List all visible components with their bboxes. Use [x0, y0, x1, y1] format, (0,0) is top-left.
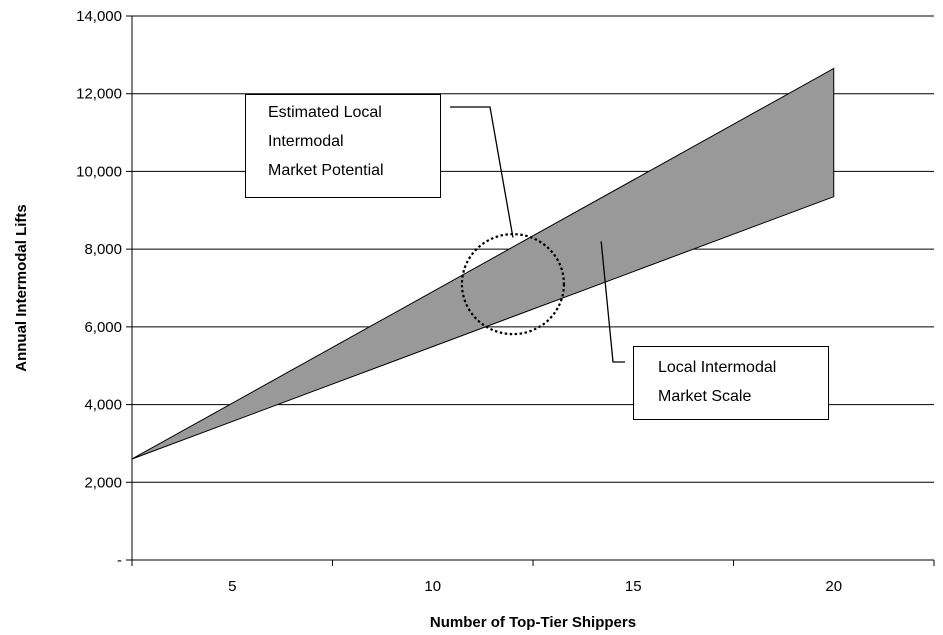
callout-text-line: Market Potential — [268, 162, 384, 179]
callout-market-potential: Estimated Local Intermodal Market Potent… — [245, 94, 441, 198]
area-band — [131, 67, 835, 460]
y-tick-label: 8,000 — [84, 241, 122, 258]
annotations — [450, 106, 625, 363]
callout-text-line: Market Scale — [658, 388, 752, 405]
y-tick-label: 12,000 — [76, 86, 122, 103]
y-tick-label: 10,000 — [76, 163, 122, 180]
callout-market-scale: Local Intermodal Market Scale — [633, 346, 829, 420]
area-band-polygon — [131, 67, 835, 460]
callout-text-line: Estimated Local — [268, 104, 382, 121]
y-tick-label: 14,000 — [76, 8, 122, 25]
y-tick-label: 4,000 — [84, 397, 122, 414]
y-tick-label: - — [117, 552, 122, 569]
tick-labels: - 2,000 4,000 6,000 8,000 10,000 12,000 14,000 5… — [76, 8, 842, 595]
x-tick-label: 5 — [228, 578, 236, 595]
x-tick-label: 15 — [625, 578, 642, 595]
leader-line-market-potential — [450, 106, 514, 238]
x-tick-label: 20 — [825, 578, 842, 595]
y-tick-label: 6,000 — [84, 319, 122, 336]
highlight-circle — [460, 233, 566, 336]
x-tick-label: 10 — [424, 578, 441, 595]
y-axis-title: Annual Intermodal Lifts — [13, 204, 30, 372]
leader-line-market-scale — [600, 241, 625, 363]
x-axis-title: Number of Top-Tier Shippers — [430, 614, 636, 631]
axes — [126, 15, 935, 566]
callout-text-line: Intermodal — [268, 133, 344, 150]
y-tick-label: 2,000 — [84, 474, 122, 491]
callout-text-line: Local Intermodal — [658, 359, 777, 376]
